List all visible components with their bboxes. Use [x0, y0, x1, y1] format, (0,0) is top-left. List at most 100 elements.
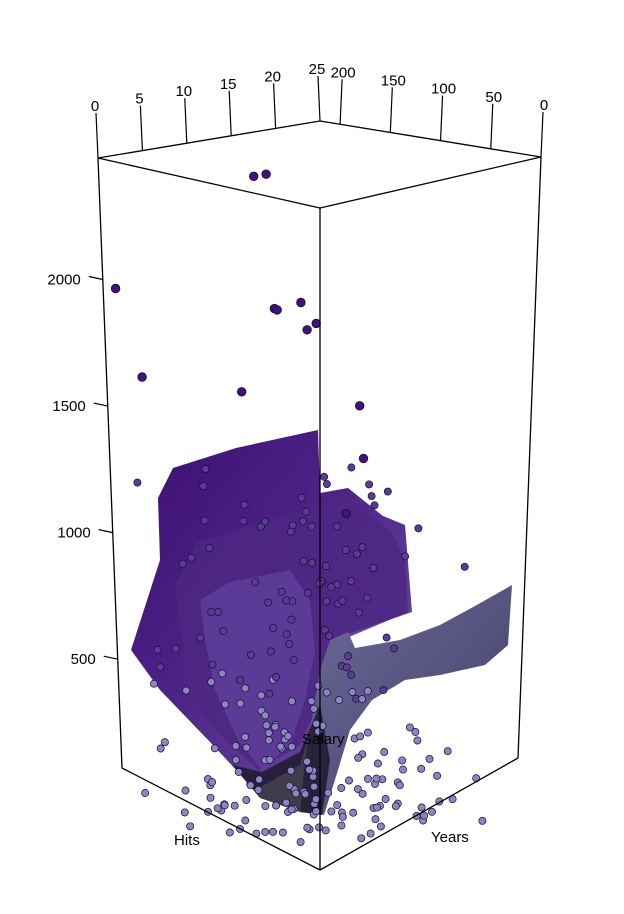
data-point	[301, 507, 310, 516]
data-point	[241, 684, 250, 693]
data-point	[399, 765, 407, 774]
data-point	[311, 318, 321, 329]
data-point	[208, 778, 217, 787]
data-point	[414, 524, 423, 533]
data-point	[285, 639, 294, 648]
hits-tick-mark	[540, 111, 544, 158]
data-point	[291, 789, 300, 798]
data-point	[287, 742, 296, 751]
years-tick-label: 20	[264, 68, 281, 85]
data-point	[417, 803, 426, 812]
data-point	[322, 562, 331, 570]
box-right-edge	[517, 156, 542, 759]
data-point	[240, 500, 249, 509]
data-point	[341, 509, 352, 519]
data-point	[311, 795, 320, 804]
years-tick-mark	[95, 112, 99, 159]
data-point	[391, 802, 400, 811]
data-point	[221, 700, 230, 709]
data-point	[358, 789, 367, 798]
data-point	[301, 790, 310, 799]
data-point	[307, 522, 316, 531]
data-point	[382, 633, 391, 642]
data-point	[213, 804, 222, 813]
data-point	[265, 755, 274, 764]
data-point	[354, 753, 363, 762]
hits-tick-label: 100	[431, 81, 456, 98]
data-point	[231, 741, 240, 750]
hits-tick-label: 0	[540, 97, 548, 114]
data-point	[272, 673, 280, 682]
data-point	[210, 744, 219, 753]
years-tick-mark	[273, 83, 277, 129]
data-point	[433, 771, 442, 780]
data-point	[214, 608, 223, 617]
years-tick-label: 25	[309, 61, 326, 78]
data-point	[261, 517, 269, 526]
data-point	[206, 793, 215, 802]
data-point	[373, 803, 381, 812]
data-point	[141, 789, 150, 797]
salary-tick-label: 1000	[57, 525, 90, 542]
data-point	[110, 283, 121, 294]
data-point	[379, 686, 388, 694]
data-point	[282, 596, 291, 605]
data-point	[251, 578, 260, 587]
years-tick-label: 5	[135, 91, 143, 108]
data-point	[171, 644, 180, 653]
data-point	[413, 736, 422, 745]
data-point	[272, 305, 282, 315]
data-point	[395, 781, 404, 790]
data-point	[282, 798, 291, 807]
data-point	[242, 795, 251, 804]
data-point	[390, 644, 399, 653]
data-point	[321, 826, 330, 835]
data-point	[201, 465, 210, 473]
data-point	[156, 663, 165, 672]
data-point	[355, 401, 365, 411]
data-point	[401, 552, 410, 561]
hits-tick-mark	[339, 79, 343, 125]
data-point	[369, 564, 378, 572]
data-point	[246, 781, 255, 790]
data-point	[428, 807, 436, 816]
data-point	[200, 516, 209, 525]
box-bottom-right	[319, 757, 519, 871]
data-point	[278, 828, 287, 837]
data-point	[182, 686, 191, 695]
surface-front-fold	[200, 570, 315, 770]
data-point	[309, 704, 318, 713]
data-point	[262, 721, 271, 730]
data-point	[365, 480, 374, 489]
data-point	[296, 297, 306, 308]
data-point	[305, 765, 314, 774]
data-point	[344, 652, 353, 661]
data-point	[347, 671, 356, 679]
data-point	[380, 748, 389, 756]
hits-tick-mark	[439, 95, 444, 141]
data-point	[348, 688, 357, 696]
data-point	[358, 453, 369, 464]
data-point	[133, 478, 142, 487]
data-point	[327, 807, 336, 816]
data-point	[298, 517, 307, 526]
data-point	[398, 756, 407, 765]
data-point	[320, 472, 329, 481]
data-point	[332, 522, 341, 531]
data-point	[335, 696, 344, 705]
data-point	[324, 788, 333, 797]
data-point	[308, 558, 317, 567]
years-tick-label: 15	[220, 76, 237, 93]
data-point	[236, 699, 245, 708]
data-point	[218, 669, 227, 678]
years-axis-label: Years	[431, 829, 469, 846]
data-point	[225, 828, 234, 837]
data-point	[411, 728, 420, 736]
data-point	[180, 808, 189, 817]
salary-axis-label: Salary	[302, 731, 345, 748]
salary-tick-mark	[98, 529, 113, 534]
data-point	[297, 493, 306, 502]
data-point	[370, 501, 379, 510]
hits-axis-label: Hits	[174, 832, 200, 849]
